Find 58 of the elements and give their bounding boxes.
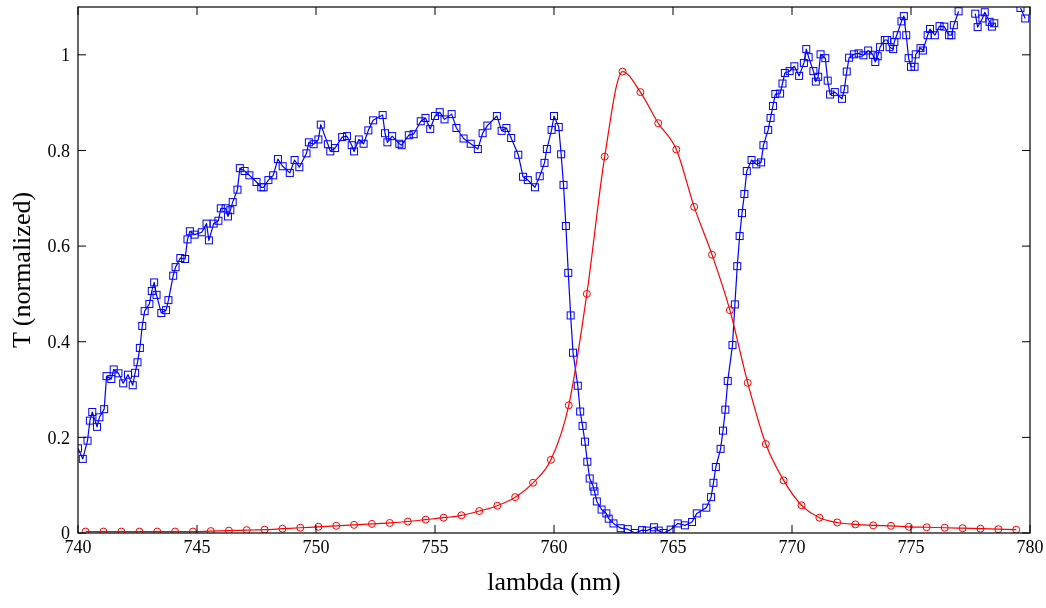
- point: [475, 507, 484, 515]
- point: [564, 401, 573, 410]
- point: [743, 378, 752, 387]
- point: [582, 289, 591, 298]
- point: [815, 513, 824, 522]
- point: [439, 513, 448, 522]
- point: [403, 517, 412, 526]
- x-tick-label: 745: [183, 537, 211, 557]
- point: [690, 202, 699, 211]
- point: [511, 493, 520, 502]
- point: [761, 440, 770, 449]
- point: [636, 88, 645, 97]
- x-axis-title: lambda (nm): [487, 567, 621, 596]
- point: [421, 515, 430, 524]
- point: [314, 522, 323, 531]
- x-tick-label: 770: [778, 537, 806, 557]
- point: [887, 521, 896, 530]
- point: [367, 519, 376, 528]
- point: [618, 67, 627, 76]
- point: [976, 524, 985, 533]
- point: [385, 518, 394, 527]
- y-tick-label: 0.6: [47, 236, 70, 257]
- point: [725, 306, 734, 315]
- point: [869, 521, 878, 530]
- x-tick-label: 775: [897, 537, 925, 557]
- point: [779, 476, 788, 485]
- y-tick-label: 0.8: [47, 140, 70, 161]
- point: [797, 501, 806, 510]
- point: [851, 520, 860, 529]
- point: [332, 521, 341, 530]
- point: [546, 455, 555, 464]
- x-tick-label: 750: [302, 537, 330, 557]
- point: [600, 152, 609, 161]
- point: [940, 523, 949, 532]
- point: [529, 478, 538, 487]
- point: [278, 524, 287, 533]
- point: [296, 523, 305, 532]
- x-tick-label: 760: [540, 537, 568, 557]
- x-tick-label: 780: [1016, 537, 1044, 557]
- x-tick-label: 765: [659, 537, 687, 557]
- point: [833, 518, 842, 527]
- point: [457, 511, 466, 520]
- y-tick-label: 1: [61, 45, 70, 66]
- point: [1012, 525, 1021, 533]
- x-tick-label: 755: [421, 537, 449, 557]
- point: [708, 250, 717, 259]
- point: [350, 520, 359, 529]
- point: [672, 145, 681, 154]
- point: [654, 119, 663, 128]
- point: [922, 523, 931, 532]
- point: [904, 522, 913, 531]
- y-tick-label: 0.2: [47, 427, 70, 448]
- y-tick-label: 0.4: [47, 332, 70, 353]
- point: [958, 524, 967, 533]
- point: [493, 501, 502, 510]
- point: [994, 525, 1003, 533]
- y-axis-title: T (normalized): [7, 191, 36, 349]
- point: [224, 526, 233, 533]
